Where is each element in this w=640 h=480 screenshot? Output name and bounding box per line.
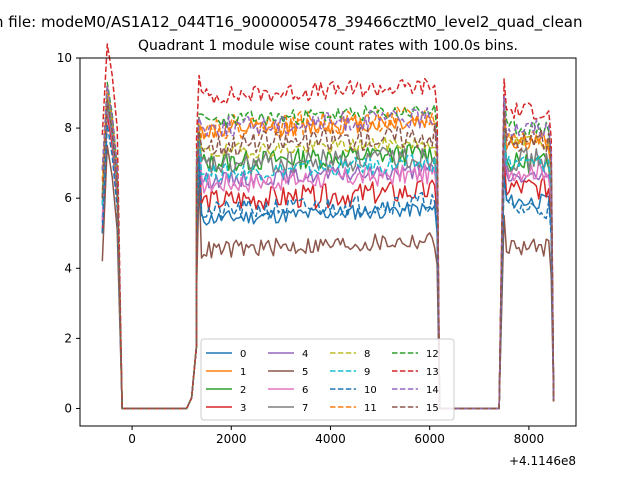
legend-box xyxy=(200,338,455,421)
y-tick-label: 8 xyxy=(64,121,72,135)
x-tick-label: 2000 xyxy=(216,432,247,446)
legend-label: 15 xyxy=(426,403,439,414)
legend-label: 0 xyxy=(240,349,246,360)
legend-label: 13 xyxy=(426,367,439,378)
legend-label: 3 xyxy=(240,403,246,414)
x-tick-label: 0 xyxy=(128,432,136,446)
legend-label: 10 xyxy=(364,385,377,396)
y-tick-label: 2 xyxy=(64,331,72,345)
legend-label: 2 xyxy=(240,385,246,396)
legend-label: 1 xyxy=(240,367,246,378)
axes-frame xyxy=(79,57,577,427)
legend-label: 4 xyxy=(302,349,308,360)
y-tick-label: 10 xyxy=(57,51,72,65)
chart-title: Quadrant 1 module wise count rates with … xyxy=(138,38,518,54)
legend-label: 5 xyxy=(302,367,308,378)
y-tick-label: 4 xyxy=(64,261,72,275)
legend-label: 11 xyxy=(364,403,377,414)
legend-label: 7 xyxy=(302,403,308,414)
series-line-14 xyxy=(101,85,555,410)
y-tick-label: 6 xyxy=(64,191,72,205)
legend-label: 9 xyxy=(364,367,370,378)
series-line-15 xyxy=(101,99,555,410)
legend-label: 12 xyxy=(426,349,439,360)
x-tick-label: 6000 xyxy=(414,432,445,446)
x-tick-label: 8000 xyxy=(514,432,545,446)
series-layer xyxy=(101,43,555,410)
legend-label: 14 xyxy=(426,385,439,396)
legend-label: 8 xyxy=(364,349,370,360)
x-offset-label: +4.1146e8 xyxy=(509,454,576,468)
figure-suptitle: n file: modeM0/AS1A12_044T16_9000005478_… xyxy=(0,13,583,32)
y-tick-label: 0 xyxy=(64,401,72,415)
x-tick-label: 4000 xyxy=(315,432,346,446)
legend-label: 6 xyxy=(302,385,308,396)
